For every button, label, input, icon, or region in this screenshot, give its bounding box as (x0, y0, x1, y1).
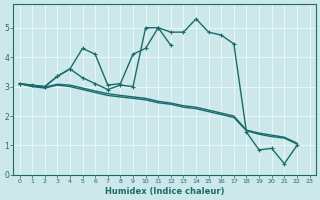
X-axis label: Humidex (Indice chaleur): Humidex (Indice chaleur) (105, 187, 224, 196)
